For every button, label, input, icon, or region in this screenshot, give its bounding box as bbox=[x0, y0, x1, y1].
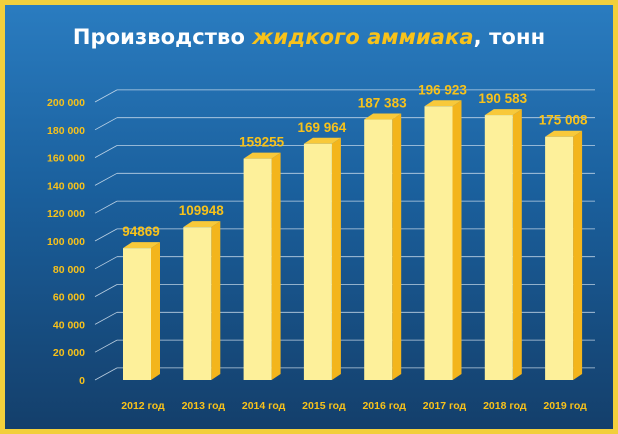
bar-top bbox=[364, 113, 402, 120]
title-suffix: , тонн bbox=[473, 25, 546, 49]
bar bbox=[123, 248, 151, 380]
x-tick-label: 2012 год bbox=[121, 400, 165, 412]
bar bbox=[364, 119, 393, 380]
y-tick-label: 100 000 bbox=[47, 236, 85, 248]
x-tick-label: 2019 год bbox=[543, 400, 587, 412]
gridline-slant bbox=[94, 89, 118, 103]
data-label: 94869 bbox=[122, 224, 160, 239]
gridline-slant bbox=[94, 284, 118, 297]
bar-chart: 0 20 000 40 000 60 000 80 000 100 000 120 000 1… bbox=[47, 82, 595, 412]
bar-top bbox=[424, 100, 462, 107]
data-label: 169 964 bbox=[297, 120, 346, 135]
gridline-slant bbox=[94, 117, 118, 131]
y-tick-label: 180 000 bbox=[47, 125, 85, 137]
bar-side bbox=[512, 109, 522, 380]
bar-side bbox=[151, 242, 160, 380]
title-prefix: Производство bbox=[72, 25, 253, 49]
y-tick-label: 160 000 bbox=[47, 153, 85, 165]
bar-top bbox=[183, 221, 221, 228]
gridline-slant bbox=[94, 256, 118, 270]
bar bbox=[424, 106, 453, 380]
data-label: 196 923 bbox=[418, 82, 467, 97]
x-tick-label: 2015 год bbox=[302, 400, 346, 412]
x-tick-label: 2013 год bbox=[182, 400, 226, 412]
bar bbox=[243, 158, 272, 380]
bar-side bbox=[271, 152, 281, 380]
bar-top bbox=[243, 152, 281, 159]
title-highlight: жидкого аммиака bbox=[252, 25, 474, 49]
gridline-slant bbox=[94, 200, 118, 214]
y-tick-label: 40 000 bbox=[53, 319, 85, 331]
y-tick-label: 120 000 bbox=[47, 208, 85, 220]
gridline-slant bbox=[94, 145, 118, 158]
bar-side bbox=[331, 137, 341, 380]
gridline-slant bbox=[94, 172, 118, 186]
bar-top bbox=[303, 137, 341, 144]
y-tick-label: 200 000 bbox=[47, 97, 85, 109]
data-label: 187 383 bbox=[358, 96, 407, 111]
y-tick-label: 60 000 bbox=[53, 292, 85, 304]
bar bbox=[484, 115, 513, 380]
x-tick-label: 2017 год bbox=[423, 400, 467, 412]
x-tick-label: 2016 год bbox=[362, 400, 406, 412]
bar-top bbox=[484, 109, 522, 116]
data-label: 175 008 bbox=[539, 113, 588, 128]
bar bbox=[303, 143, 332, 380]
data-label: 109948 bbox=[179, 203, 225, 218]
bar-side bbox=[392, 113, 402, 380]
x-tick-label: 2014 год bbox=[242, 400, 286, 412]
data-label: 190 583 bbox=[478, 91, 527, 106]
y-tick-label: 140 000 bbox=[47, 180, 85, 192]
gridline-slant bbox=[94, 228, 118, 242]
bar-side bbox=[452, 100, 462, 380]
x-tick-label: 2018 год bbox=[483, 400, 527, 412]
y-tick-label: 20 000 bbox=[53, 347, 85, 359]
bar-side bbox=[211, 221, 221, 380]
y-tick-label: 80 000 bbox=[53, 264, 85, 276]
gridline-slant bbox=[94, 311, 118, 325]
gridline-slant bbox=[94, 367, 118, 381]
bar bbox=[545, 136, 574, 380]
y-tick-label: 0 bbox=[79, 375, 85, 387]
chart-title: Производство жидкого аммиака, тонн bbox=[5, 25, 613, 49]
data-label: 159255 bbox=[239, 135, 285, 150]
bar-top bbox=[545, 130, 583, 137]
bar bbox=[183, 227, 212, 380]
bar-side bbox=[573, 130, 583, 380]
gridline-slant bbox=[94, 339, 118, 353]
bar-top bbox=[123, 242, 160, 249]
